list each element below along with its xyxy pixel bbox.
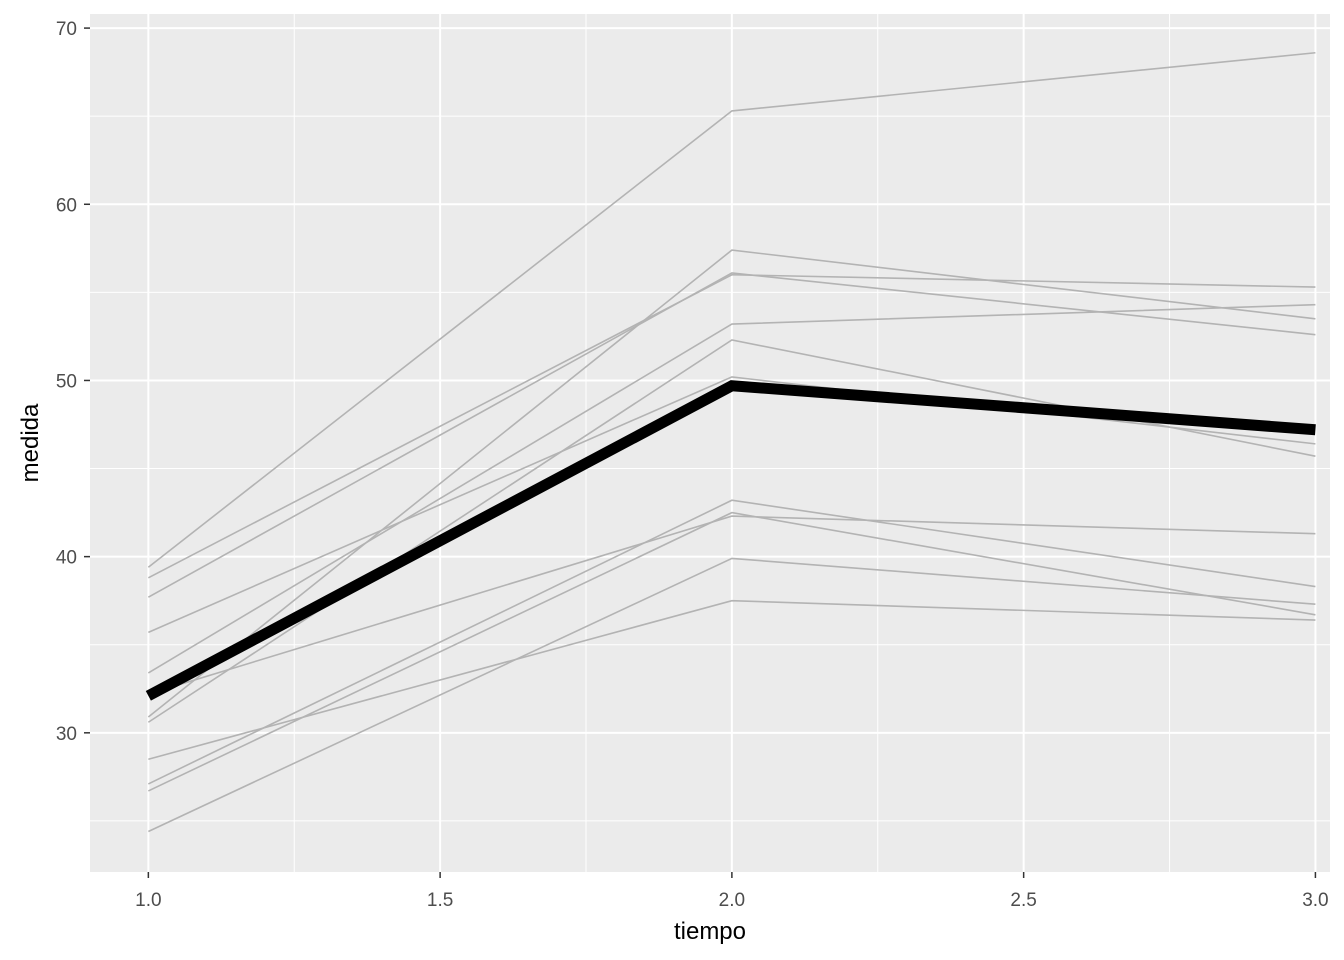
series-line-4 xyxy=(148,376,1316,634)
series-line-10 xyxy=(148,511,1316,792)
grid-major xyxy=(90,14,1330,872)
series-line-1 xyxy=(147,51,1316,568)
y-tick-label: 40 xyxy=(56,548,77,569)
x-axis-title: tiempo xyxy=(674,918,746,945)
series-line-9 xyxy=(148,499,1316,785)
series-line-6 xyxy=(147,249,1316,718)
y-tick-label: 60 xyxy=(56,195,77,216)
x-tick-label: 3.0 xyxy=(1302,890,1328,911)
series-line-2 xyxy=(147,273,1316,579)
series-line-8 xyxy=(148,599,1316,761)
mean-line xyxy=(145,380,1316,701)
y-tick-label: 50 xyxy=(56,371,77,392)
x-tick-label: 2.5 xyxy=(1010,890,1036,911)
x-axis: 1.0 1.5 2.0 2.5 3.0 xyxy=(135,872,1329,911)
plot-panel xyxy=(90,14,1330,872)
x-tick-label: 1.5 xyxy=(427,890,453,911)
y-tick-label: 70 xyxy=(56,19,77,40)
y-tick-label: 30 xyxy=(56,724,77,745)
grid-minor xyxy=(90,14,1330,872)
x-tick-label: 1.0 xyxy=(135,890,161,911)
x-tick-label: 2.0 xyxy=(719,890,745,911)
mean-line-group xyxy=(145,380,1316,701)
series-line-11 xyxy=(148,557,1316,833)
y-axis-title: medida xyxy=(17,403,44,482)
series-line-3 xyxy=(147,272,1316,598)
y-axis: 30 40 50 60 70 xyxy=(56,19,90,745)
series-line-12 xyxy=(148,515,1316,695)
series-lines xyxy=(147,51,1316,833)
series-line-5 xyxy=(147,303,1316,674)
